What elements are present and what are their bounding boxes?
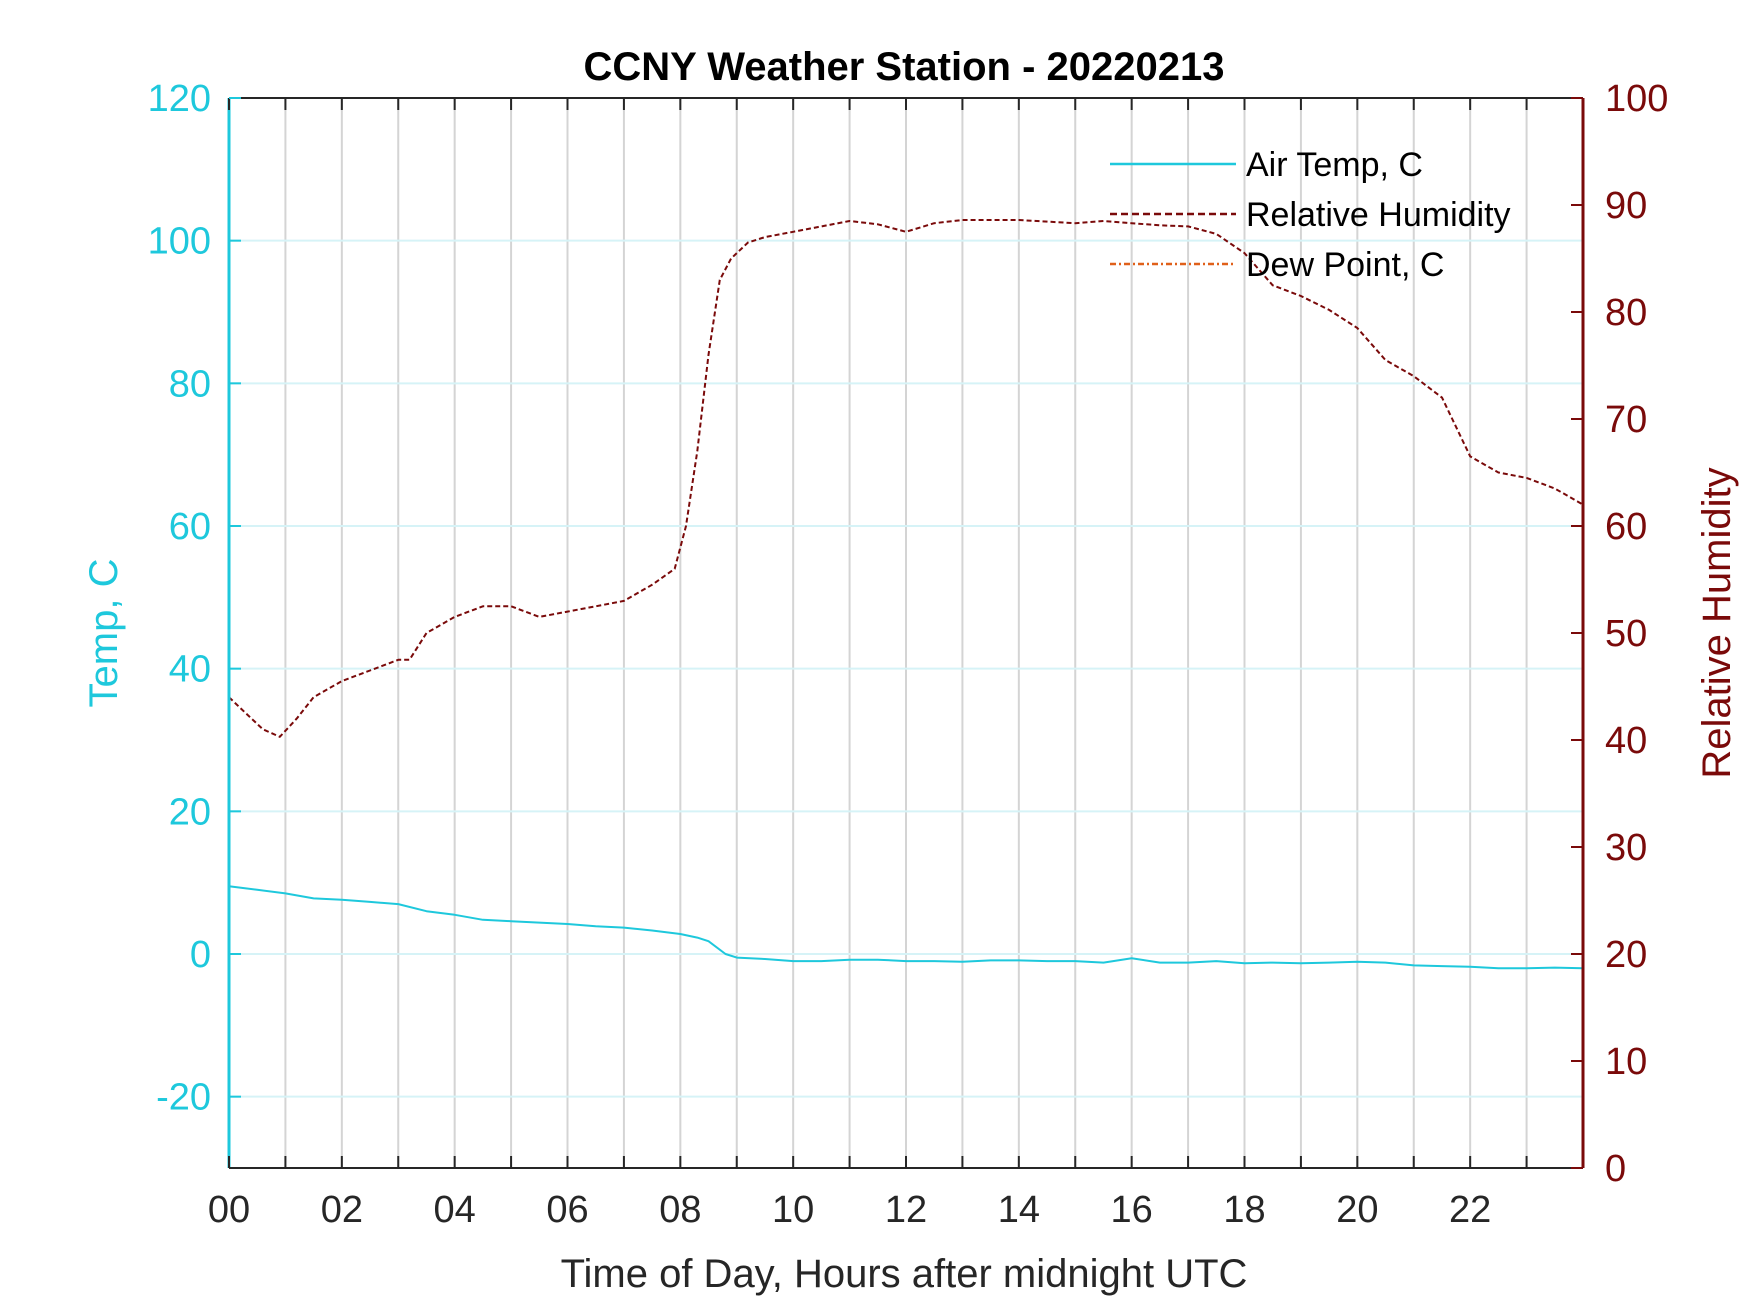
series-layer (228, 219, 1584, 970)
right-tick-label: 80 (1605, 292, 1647, 334)
x-tick-label: 00 (208, 1189, 250, 1231)
vertical-grid (284, 98, 1528, 1168)
series-line-relative-humidity (228, 219, 1584, 738)
x-tick-label: 20 (1336, 1189, 1378, 1231)
right-tick-label: 30 (1605, 827, 1647, 869)
right-tick-label: 50 (1605, 613, 1647, 655)
x-axis-label: Time of Day, Hours after midnight UTC (561, 1252, 1248, 1296)
tick-labels: 00 02 04 06 08 10 12 14 16 18 20 22-200204060801001… (148, 78, 1669, 1231)
right-tick-label: 60 (1605, 506, 1647, 548)
x-tick-label: 14 (998, 1189, 1040, 1231)
legend-label: Dew Point, C (1246, 246, 1444, 284)
series-line-air-temp-c (228, 885, 1584, 970)
left-tick-label: 40 (169, 649, 211, 691)
y-axis-label-left: Temp, C (82, 559, 126, 708)
x-tick-label: 08 (659, 1189, 701, 1231)
right-tick-label: 40 (1605, 720, 1647, 762)
legend-label: Air Temp, C (1246, 146, 1423, 184)
y-axis-label-right: Relative Humidity (1695, 467, 1739, 778)
x-tick-label: 12 (885, 1189, 927, 1231)
legend: Air Temp, C Relative Humidity Dew Point, C (1110, 146, 1511, 284)
left-tick-label: 60 (169, 506, 211, 548)
x-tick-label: 06 (546, 1189, 588, 1231)
left-tick-label: 120 (148, 78, 211, 120)
x-tick-label: 10 (772, 1189, 814, 1231)
horizontal-grid (229, 239, 1583, 1098)
right-tick-label: 10 (1605, 1041, 1647, 1083)
chart-title: CCNY Weather Station - 20220213 (584, 45, 1225, 89)
x-tick-label: 18 (1223, 1189, 1265, 1231)
axes (227, 97, 1585, 1169)
right-tick-label: 20 (1605, 934, 1647, 976)
legend-label: Relative Humidity (1246, 196, 1511, 234)
right-tick-label: 90 (1605, 185, 1647, 227)
right-tick-label: 0 (1605, 1148, 1626, 1190)
left-tick-label: 20 (169, 791, 211, 833)
x-tick-label: 04 (434, 1189, 476, 1231)
x-tick-label: 22 (1449, 1189, 1491, 1231)
left-tick-label: -20 (156, 1077, 211, 1119)
left-tick-label: 100 (148, 221, 211, 263)
x-tick-label: 02 (321, 1189, 363, 1231)
x-tick-label: 16 (1111, 1189, 1153, 1231)
left-tick-label: 0 (190, 934, 211, 976)
right-tick-label: 70 (1605, 399, 1647, 441)
left-tick-label: 80 (169, 363, 211, 405)
right-tick-label: 100 (1605, 78, 1668, 120)
